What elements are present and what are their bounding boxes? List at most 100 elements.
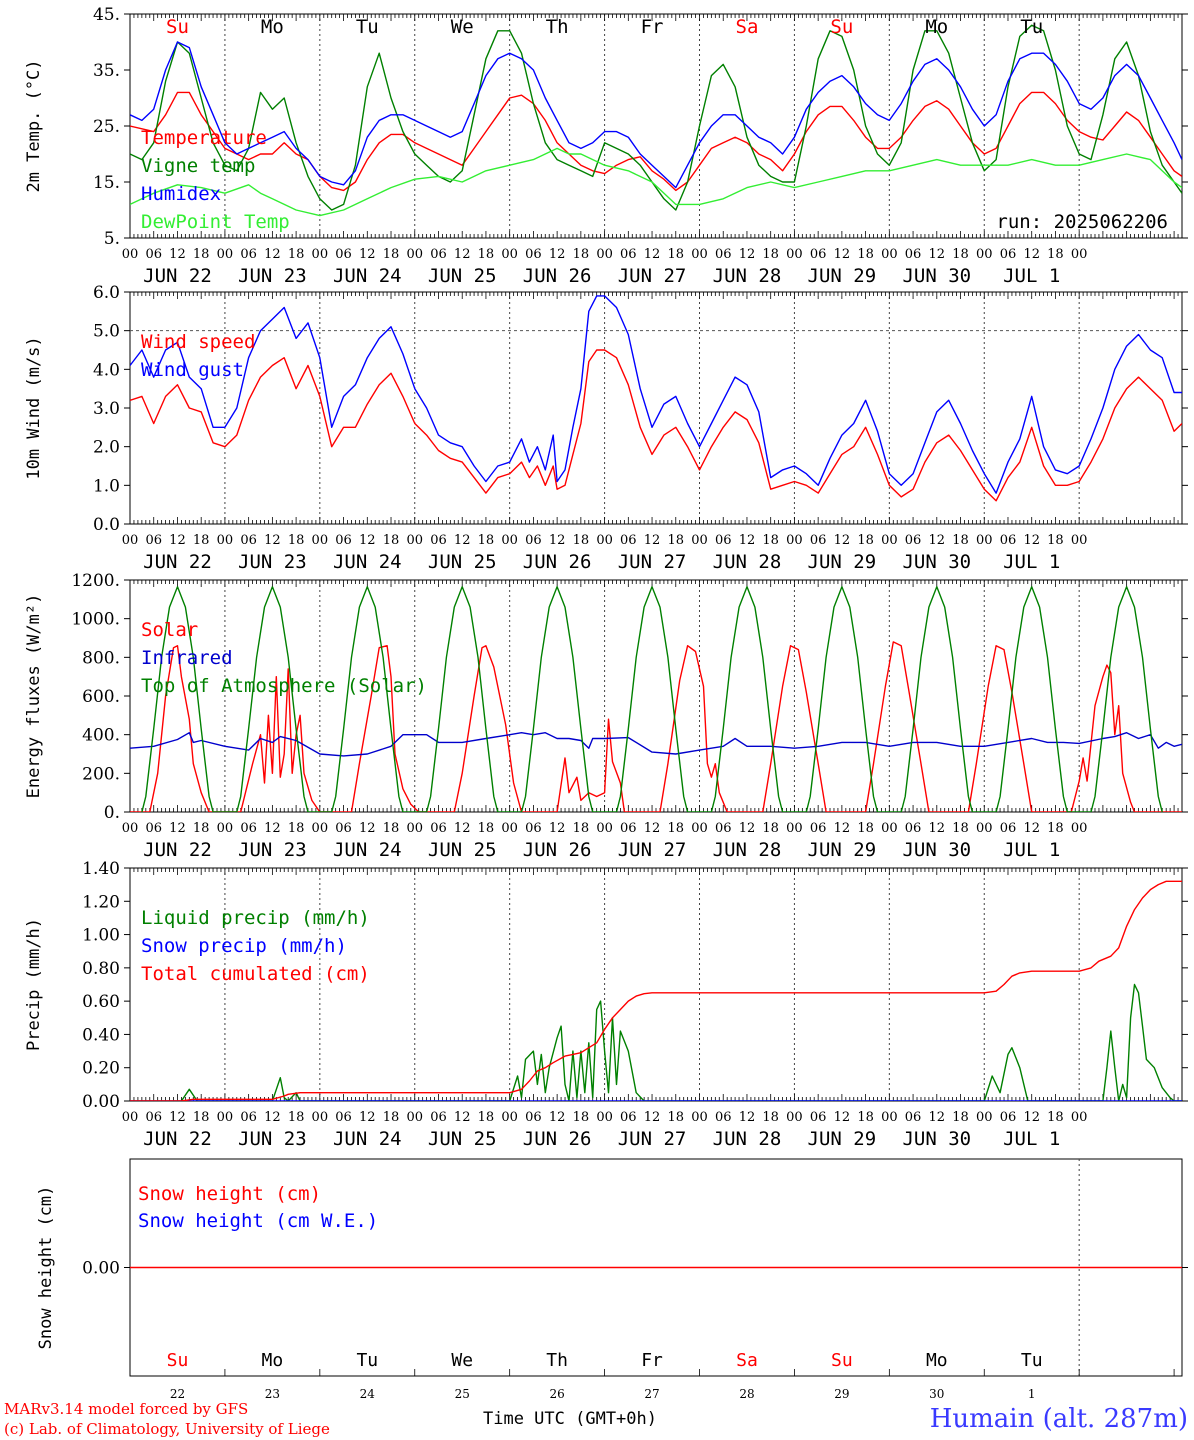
precip-hour-label: 12 (1023, 1110, 1040, 1125)
energy-date-label: JUN 24 (333, 839, 402, 861)
footer: MARv3.14 model forced by GFS (c) Lab. of… (4, 1400, 1188, 1438)
wind-hour-label: 12 (834, 533, 851, 548)
wind-ytick-label: 5.0 (93, 322, 120, 342)
wind-hour-label: 12 (454, 533, 471, 548)
precip-hour-label: 12 (929, 1110, 946, 1125)
precip-hour-label: 06 (335, 1110, 352, 1125)
snow-ylabel: Snow height (cm) (36, 1186, 56, 1350)
precip-hour-label: 00 (691, 1110, 708, 1125)
snow-day-number: 1 (1028, 1387, 1036, 1401)
wind-hour-label: 18 (952, 533, 969, 548)
wind-ylabel: 10m Wind (m/s) (24, 336, 44, 479)
top-weekday-label: Sa (736, 16, 759, 38)
energy-hour-label: 00 (312, 821, 329, 836)
precip-hour-label: 00 (312, 1110, 329, 1125)
snow-day-number: 26 (549, 1387, 564, 1401)
temp-hour-label: 00 (406, 247, 423, 262)
wind-date-label: JUN 27 (618, 551, 687, 573)
wind-hour-label: 06 (715, 533, 732, 548)
wind-hour-label: 12 (1023, 533, 1040, 548)
temp-hour-label: 00 (976, 247, 993, 262)
wind-hour-label: 12 (929, 533, 946, 548)
wind-date-label: JUN 25 (428, 551, 497, 573)
precip-ytick-label: 1.40 (82, 859, 120, 879)
temp-hour-label: 06 (430, 247, 447, 262)
wind-hour-label: 18 (478, 533, 495, 548)
wind-date-label: JUN 28 (713, 551, 782, 573)
precip-hour-label: 12 (359, 1110, 376, 1125)
energy-hour-label: 12 (264, 821, 281, 836)
precip-legend-entry: Total cumulated (cm) (141, 963, 370, 985)
precip-ytick-label: 0.40 (82, 1025, 120, 1045)
wind-hour-label: 12 (264, 533, 281, 548)
energy-hour-label: 06 (335, 821, 352, 836)
precip-hour-label: 06 (240, 1110, 257, 1125)
wind-hour-label: 06 (1000, 533, 1017, 548)
snow-weekday-label: Su (167, 1350, 189, 1371)
temp-hour-label: 06 (1000, 247, 1017, 262)
precip-date-label: JUN 25 (428, 1128, 497, 1150)
temp-hour-label: 12 (1023, 247, 1040, 262)
series-temperature (130, 91, 1182, 192)
wind-hour-label: 12 (549, 533, 566, 548)
energy-hour-label: 00 (881, 821, 898, 836)
wind-hour-label: 18 (573, 533, 590, 548)
series-total-cumulated-cm (130, 880, 1182, 1101)
wind-legend-entry: Wind speed (141, 331, 255, 353)
energy-hour-label: 12 (644, 821, 661, 836)
temp-date-label: JUN 23 (238, 265, 307, 287)
energy-hour-label: 18 (1047, 821, 1064, 836)
energy-legend-entry: Infrared (141, 647, 233, 669)
panel-wind: 0.0 1.0 2.0 3.0 4.0 5.0 6.0 10m Wind (m/s) Wind … (24, 283, 1188, 573)
wind-ytick-label: 6.0 (93, 283, 120, 303)
energy-hour-label: 06 (620, 821, 637, 836)
energy-hour-label: 00 (122, 821, 139, 836)
temp-date-label: JUN 22 (143, 265, 212, 287)
wind-hour-label: 06 (905, 533, 922, 548)
temp-ytick-label: 15. (93, 173, 120, 193)
energy-hour-label: 18 (762, 821, 779, 836)
precip-hour-label: 00 (881, 1110, 898, 1125)
energy-ytick-label: 1000. (71, 610, 120, 630)
precip-hour-label: 18 (573, 1110, 590, 1125)
energy-hour-label: 06 (905, 821, 922, 836)
precip-hour-label: 00 (406, 1110, 423, 1125)
precip-hour-label: 18 (383, 1110, 400, 1125)
temp-hour-label: 12 (929, 247, 946, 262)
temp-hour-label: 12 (169, 247, 186, 262)
wind-date-label: JUN 24 (333, 551, 402, 573)
top-weekday-label: We (451, 16, 474, 38)
temp-hour-label: 12 (549, 247, 566, 262)
series-liquid-precip-mm-h (130, 983, 1182, 1101)
top-weekday-label: Th (546, 16, 569, 38)
precip-hour-label: 00 (501, 1110, 518, 1125)
energy-date-label: JUN 29 (808, 839, 877, 861)
temp-date-label: JUN 24 (333, 265, 402, 287)
energy-hour-label: 12 (929, 821, 946, 836)
wind-hour-label: 18 (668, 533, 685, 548)
wind-series-group (130, 295, 1182, 502)
precip-hour-label: 00 (976, 1110, 993, 1125)
snow-ytick-label: 0.00 (82, 1259, 120, 1279)
temp-hour-label: 00 (691, 247, 708, 262)
energy-ytick-label: 600. (82, 687, 120, 707)
energy-hour-label: 06 (145, 821, 162, 836)
temp-hour-label: 12 (264, 247, 281, 262)
energy-hour-label: 12 (1023, 821, 1040, 836)
precip-hour-label: 18 (668, 1110, 685, 1125)
snow-day-number: 28 (739, 1387, 754, 1401)
snow-weekday-label: Su (831, 1350, 853, 1371)
station-label: Humain (alt. 287m) (930, 1404, 1188, 1434)
temp-hour-label: 06 (145, 247, 162, 262)
energy-hour-label: 06 (1000, 821, 1017, 836)
wind-hour-label: 06 (525, 533, 542, 548)
snow-legend-entry: Snow height (cm W.E.) (138, 1210, 378, 1232)
energy-hour-label: 06 (430, 821, 447, 836)
temp-date-label: JUN 28 (713, 265, 782, 287)
temp-date-label: JUL 1 (1003, 265, 1060, 287)
series-infrared (130, 732, 1182, 757)
energy-hour-label: 12 (454, 821, 471, 836)
wind-hour-label: 18 (1047, 533, 1064, 548)
temp-hour-label: 18 (383, 247, 400, 262)
